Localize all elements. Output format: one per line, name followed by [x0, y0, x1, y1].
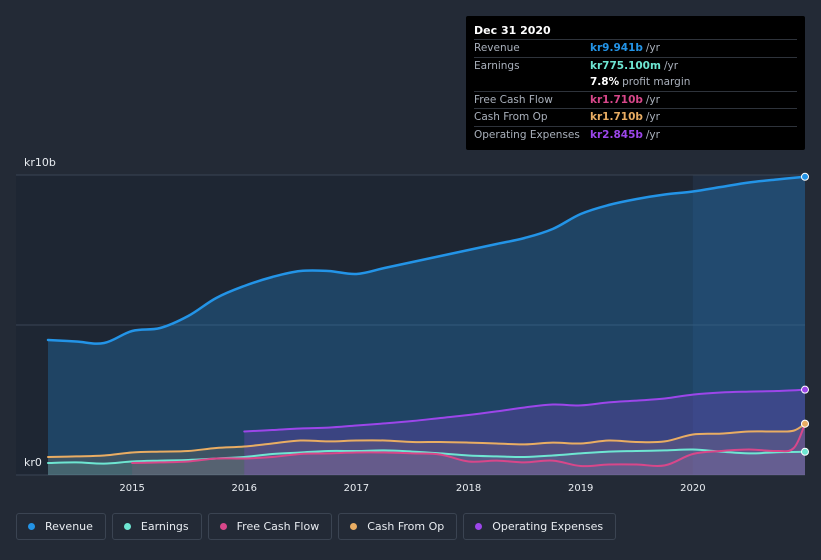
x-tick-label: 2019 — [568, 483, 593, 494]
series-lines — [46, 175, 807, 468]
legend-label: Revenue — [45, 520, 93, 533]
tooltip-unit: /yr — [645, 111, 660, 123]
tooltip-value: 7.8% — [590, 76, 620, 88]
tooltip-label: Earnings — [474, 59, 520, 72]
tooltip-value: kr2.845b — [590, 128, 643, 141]
legend-dot-icon — [219, 523, 227, 530]
tooltip-label: Free Cash Flow — [474, 93, 553, 106]
tooltip-unit: /yr — [645, 93, 660, 106]
tooltip-label: Operating Expenses — [474, 128, 580, 141]
legend-dot-icon — [28, 523, 35, 530]
x-axis-ticks: 2015 2016 2017 2018 2019 2020 — [119, 483, 705, 494]
line-operating-expenses — [243, 388, 806, 433]
line-earnings — [47, 448, 806, 465]
tooltip-row-cash-from-op: Cash From Op kr1.710b /yr — [474, 108, 797, 126]
chart: kr10b kr0 2015 2016 2017 2018 2019 2020 — [16, 156, 809, 494]
tooltip-value: kr9.941b — [590, 42, 643, 54]
tooltip-row-operating-expenses: Operating Expenses kr2.845b /yr — [474, 125, 797, 144]
legend-label: Operating Expenses — [492, 520, 604, 533]
area-cash-from-op — [48, 423, 805, 475]
gridlines — [16, 174, 805, 476]
legend-item-earnings[interactable]: Earnings — [111, 513, 202, 540]
area-revenue — [48, 176, 805, 475]
end-point-revenue — [801, 172, 809, 181]
tooltip-value: kr1.710b — [590, 93, 643, 106]
line-revenue — [46, 175, 807, 345]
legend-dot-icon — [475, 523, 483, 530]
legend-label: Free Cash Flow — [236, 520, 320, 533]
tooltip-value: kr775.100m — [590, 59, 661, 72]
area-earnings — [48, 449, 805, 475]
tooltip: Dec 31 2020 Revenue kr9.941b /yr Earning… — [466, 16, 805, 150]
line-free-cash-flow — [131, 422, 806, 468]
legend-label: Cash From Op — [367, 520, 445, 533]
tooltip-row-profit-margin: 7.8% profit margin — [474, 74, 797, 91]
tooltip-unit: profit margin — [622, 76, 691, 88]
legend: Revenue Earnings Free Cash Flow Cash Fro… — [16, 513, 617, 540]
tooltip-unit: /yr — [663, 59, 679, 72]
tooltip-row-earnings: Earnings kr775.100m /yr — [474, 56, 797, 75]
tooltip-date: Dec 31 2020 — [474, 24, 551, 37]
end-point-earnings — [801, 447, 809, 456]
legend-dot-icon — [350, 523, 358, 530]
y-axis-top-label: kr10b — [24, 156, 56, 169]
end-point-operating-expenses — [801, 385, 809, 394]
tooltip-label: Cash From Op — [474, 111, 548, 123]
legend-item-revenue[interactable]: Revenue — [16, 513, 106, 540]
tooltip-row-revenue: Revenue kr9.941b /yr — [474, 39, 797, 57]
line-cash-from-op — [47, 422, 806, 458]
area-free-cash-flow — [132, 423, 806, 475]
series-end-dots — [801, 172, 809, 456]
legend-dot-icon — [123, 523, 131, 530]
legend-item-operating-expenses[interactable]: Operating Expenses — [463, 513, 617, 540]
x-tick-label: 2016 — [232, 483, 257, 494]
series-areas — [48, 176, 806, 475]
tooltip-row-free-cash-flow: Free Cash Flow kr1.710b /yr — [474, 90, 797, 109]
legend-item-free-cash-flow[interactable]: Free Cash Flow — [207, 513, 333, 540]
end-point-cash-from-op — [801, 419, 809, 428]
x-tick-label: 2020 — [680, 483, 705, 494]
x-tick-label: 2017 — [344, 483, 369, 494]
tooltip-unit: /yr — [645, 128, 660, 141]
tooltip-unit: /yr — [645, 42, 660, 54]
x-tick-label: 2015 — [119, 483, 144, 494]
legend-item-cash-from-op[interactable]: Cash From Op — [338, 513, 458, 540]
x-tick-label: 2018 — [456, 483, 481, 494]
tooltip-label: Revenue — [474, 42, 520, 54]
area-operating-expenses — [244, 389, 805, 475]
tooltip-value: kr1.710b — [590, 111, 643, 123]
legend-label: Earnings — [140, 520, 189, 533]
tooltip-label — [474, 74, 590, 91]
y-axis-bottom-label: kr0 — [24, 456, 42, 469]
